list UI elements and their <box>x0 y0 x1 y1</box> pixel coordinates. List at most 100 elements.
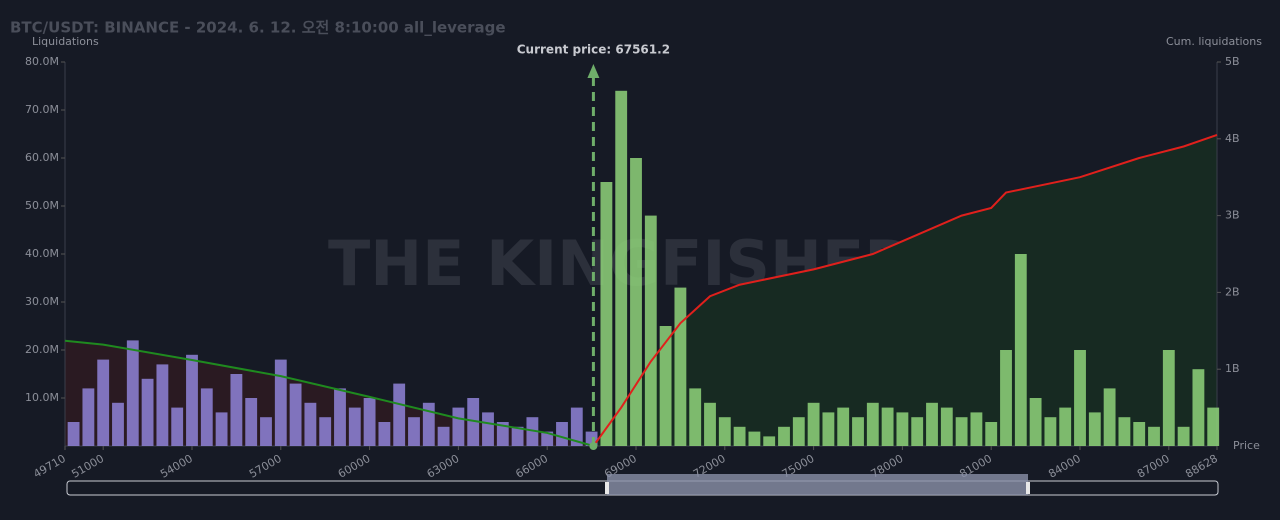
bar <box>837 407 850 446</box>
bar <box>112 402 124 446</box>
bar <box>955 417 968 446</box>
x-tick-label: 87000 <box>1135 452 1172 481</box>
y-tick-label: 70.0M <box>25 103 59 116</box>
bar <box>1162 350 1175 446</box>
bar <box>437 426 450 446</box>
bar <box>644 215 657 446</box>
plot: 10.0M 20.0M 30.0M 40.0M 50.0M 60.0M 70.0M 80.0M… <box>25 43 1240 481</box>
bar <box>1044 417 1057 446</box>
annotation: Current price: 67561.2 <box>517 43 670 57</box>
x-tick-label: 60000 <box>336 452 373 481</box>
bar <box>659 326 672 446</box>
arrow-head <box>587 64 600 78</box>
slider-handle[interactable] <box>605 482 609 494</box>
slider-window[interactable] <box>607 474 1028 495</box>
y2-tick-label: 5B <box>1225 55 1240 68</box>
y2-tick-label: 1B <box>1225 362 1240 375</box>
bar <box>496 422 509 446</box>
bar <box>97 359 110 446</box>
bar <box>1103 388 1116 446</box>
bar <box>393 383 406 446</box>
bar <box>674 287 687 446</box>
bar <box>67 422 80 446</box>
bar <box>289 383 302 446</box>
bar <box>200 388 213 446</box>
bar <box>274 359 287 446</box>
bar <box>748 431 761 446</box>
bar <box>1192 369 1205 446</box>
bar <box>348 407 361 446</box>
bar <box>852 417 864 446</box>
bar <box>600 182 613 446</box>
bar <box>526 417 539 446</box>
bar <box>304 402 317 446</box>
bar <box>408 417 420 446</box>
x-tick-label: 63000 <box>425 452 462 481</box>
bar <box>881 407 894 446</box>
bar <box>126 340 139 446</box>
x-tick-label: 57000 <box>247 452 284 481</box>
y2-tick-label: 4B <box>1225 132 1240 145</box>
bar <box>245 398 258 446</box>
bar <box>763 436 776 446</box>
bar <box>585 431 598 446</box>
bar <box>1148 426 1160 446</box>
bar <box>718 417 731 446</box>
bar <box>733 426 746 446</box>
bar <box>807 402 820 446</box>
bar <box>1207 407 1220 446</box>
cum-line <box>64 339 594 447</box>
bar <box>334 388 346 446</box>
bar <box>319 417 332 446</box>
bar <box>1000 350 1012 446</box>
bar <box>704 402 716 446</box>
x-axis-label: Price <box>1233 439 1260 452</box>
y-tick-label: 10.0M <box>25 391 59 404</box>
bar <box>82 388 95 446</box>
bar <box>482 412 494 446</box>
x-tick-label: 66000 <box>513 452 550 481</box>
bar <box>467 398 480 446</box>
x-tick-label: 49710 <box>31 452 68 481</box>
x-tick-label: 54000 <box>158 452 195 481</box>
area <box>593 62 1217 446</box>
bar <box>911 417 924 446</box>
bar <box>1029 398 1042 446</box>
bar <box>970 412 983 446</box>
bar <box>985 422 998 446</box>
bar <box>186 354 198 446</box>
bar <box>260 417 272 446</box>
bar <box>141 378 154 446</box>
bar <box>511 426 524 446</box>
bar <box>792 417 805 446</box>
bar <box>1088 412 1101 446</box>
y-tick-label: 60.0M <box>25 151 59 164</box>
bar <box>452 407 465 446</box>
bar <box>822 412 835 446</box>
bar <box>1014 254 1027 446</box>
y-tick-label: 20.0M <box>25 343 59 356</box>
x-tick-label: 88628 <box>1183 452 1220 481</box>
y2-axis-label: Cum. liquidations <box>1166 35 1262 48</box>
bar <box>215 412 228 446</box>
current-price-dot <box>589 442 598 450</box>
y-axis-label: Liquidations <box>32 35 99 48</box>
y-tick-label: 50.0M <box>25 199 59 212</box>
bar <box>570 407 583 446</box>
bar <box>940 407 953 446</box>
y-tick-label: 40.0M <box>25 247 59 260</box>
y-tick-label: 80.0M <box>25 55 59 68</box>
bar <box>896 412 909 446</box>
bar <box>1059 407 1072 446</box>
bar <box>363 398 376 446</box>
bar <box>1118 417 1131 446</box>
bar <box>778 426 790 446</box>
bar <box>171 407 184 446</box>
bar <box>615 90 628 447</box>
bar <box>1074 350 1086 446</box>
bar <box>422 402 435 446</box>
bar <box>1177 426 1190 446</box>
x-tick-label: 51000 <box>69 452 106 481</box>
slider-handle[interactable] <box>1026 482 1030 494</box>
